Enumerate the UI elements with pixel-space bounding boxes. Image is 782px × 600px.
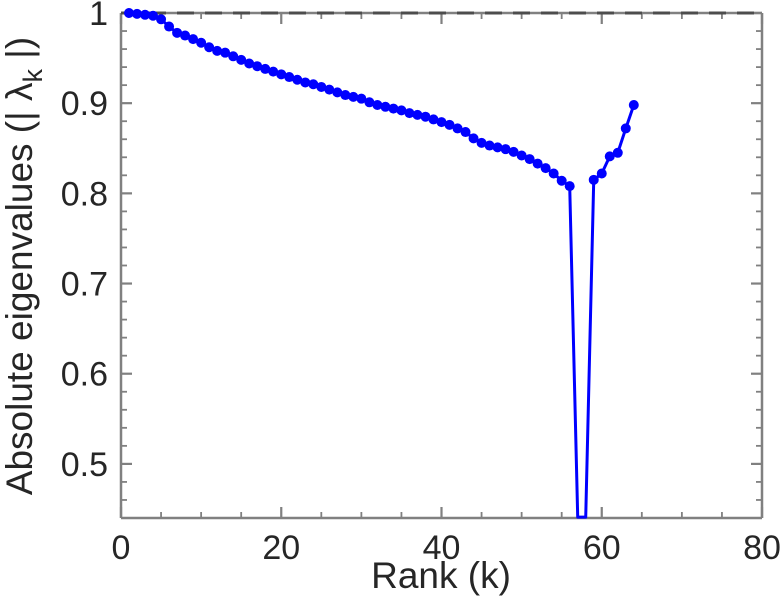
y-tick-label: 0.6: [61, 356, 108, 394]
data-point: [188, 34, 199, 45]
data-point: [228, 51, 239, 62]
data-point: [516, 150, 527, 161]
data-point: [404, 108, 415, 119]
data-point: [324, 84, 335, 95]
x-tick-label: 20: [262, 529, 300, 567]
data-point: [604, 151, 615, 162]
data-point: [316, 81, 327, 92]
data-point: [508, 146, 519, 157]
data-point: [156, 14, 167, 25]
data-point: [212, 45, 223, 56]
tick-labels: 0 20 40 60 80 0.5 0.6 0.7 0.8 0.9 1: [61, 0, 781, 567]
data-point: [292, 74, 303, 85]
y-tick-label: 0.9: [61, 85, 108, 123]
data-point: [388, 103, 399, 114]
y-axis-label-subscript: k: [18, 68, 48, 82]
data-point: [564, 181, 575, 192]
data-point: [620, 123, 631, 134]
data-point: [484, 140, 495, 151]
data-point: [244, 58, 255, 69]
data-point: [628, 99, 639, 110]
data-point: [532, 158, 543, 169]
data-point: [124, 8, 135, 18]
data-point: [492, 142, 503, 153]
data-point: [460, 127, 471, 138]
x-tick-label: 60: [583, 529, 621, 567]
data-point: [284, 72, 295, 83]
svg-text:Absolute eigenvalues (| λk |): Absolute eigenvalues (| λk |): [0, 37, 48, 495]
data-point: [252, 61, 263, 72]
eigenvalue-series-markers: [124, 8, 639, 192]
y-axis-label: Absolute eigenvalues (| λk |): [0, 37, 48, 495]
data-point: [180, 30, 191, 41]
data-point: [556, 175, 567, 186]
data-point: [588, 174, 599, 185]
data-point: [476, 137, 487, 148]
data-point: [540, 163, 551, 174]
data-point: [420, 111, 431, 122]
data-point: [164, 21, 175, 32]
x-tick-label: 0: [112, 529, 131, 567]
data-point: [596, 168, 607, 179]
y-axis-label-tail: |): [0, 37, 40, 69]
y-tick-label: 0.7: [61, 266, 108, 304]
data-point: [452, 123, 463, 134]
y-tick-label: 1: [89, 0, 108, 33]
data-point: [372, 99, 383, 110]
data-point: [268, 66, 279, 77]
x-tick-label: 80: [743, 529, 781, 567]
data-point: [444, 119, 455, 130]
data-point: [220, 47, 231, 58]
data-point: [356, 93, 367, 104]
data-point: [612, 147, 623, 158]
data-point: [500, 144, 511, 155]
data-point: [412, 109, 423, 120]
data-point: [436, 117, 447, 128]
data-point: [260, 63, 271, 74]
y-axis-label-main: Absolute eigenvalues (| λ: [0, 82, 40, 495]
data-point: [364, 97, 375, 108]
tick-marks: [119, 11, 764, 519]
data-point: [196, 37, 207, 48]
data-point: [236, 54, 247, 65]
data-point: [428, 114, 439, 125]
data-point: [468, 133, 479, 144]
data-point: [148, 10, 159, 21]
data-point: [524, 154, 535, 165]
data-point: [548, 168, 559, 179]
y-tick-label: 0.8: [61, 175, 108, 213]
data-point: [172, 27, 183, 38]
data-point: [380, 101, 391, 112]
data-point: [300, 77, 311, 88]
data-point: [308, 79, 319, 90]
data-point: [204, 42, 215, 53]
data-point: [332, 87, 343, 98]
data-point: [340, 90, 351, 101]
y-tick-label: 0.5: [61, 446, 108, 484]
data-point: [396, 105, 407, 116]
data-point: [276, 69, 287, 80]
x-axis-label: Rank (k): [371, 555, 511, 596]
x-tick-label: 40: [423, 529, 461, 567]
data-point: [348, 91, 359, 102]
data-point: [132, 8, 143, 19]
data-point: [140, 9, 151, 20]
